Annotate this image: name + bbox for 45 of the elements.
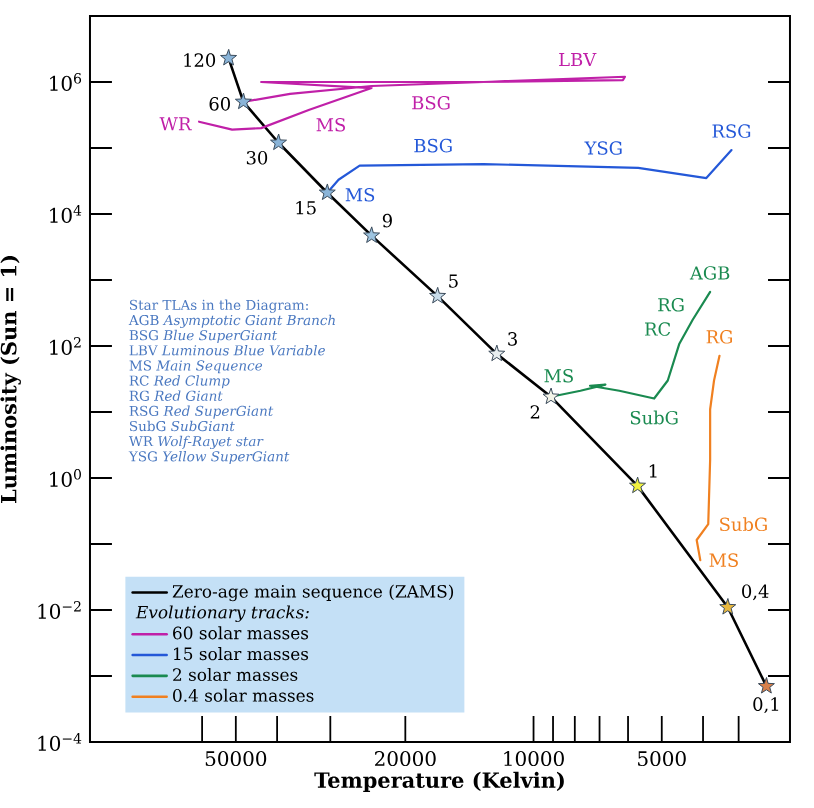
legend-label: Zero-age main sequence (ZAMS)	[172, 584, 454, 602]
annotation: SubG	[630, 410, 678, 425]
annotation: 5	[449, 274, 458, 288]
annotation: RG	[658, 297, 684, 312]
y-tick-label: 10$^{2}$	[50, 337, 81, 355]
y-tick-label: 10$^{6}$	[50, 73, 82, 91]
annotation: MS	[316, 117, 345, 132]
annotation: 120	[184, 53, 216, 67]
x-tick-label: 50000	[205, 751, 267, 767]
annotation: MS	[544, 368, 573, 383]
x-tick-label: 5000	[638, 751, 686, 767]
annotation: WR	[159, 117, 192, 131]
annotation: BSG	[414, 138, 452, 153]
annotation: 0,4	[742, 584, 769, 601]
y-tick-label: 10$^{0}$	[50, 469, 81, 487]
annotation: 3	[508, 332, 517, 346]
annotation: 15	[296, 200, 316, 215]
annotation: YSG	[584, 141, 622, 155]
y-tick-label: 10$^{−2}$	[38, 601, 81, 619]
annotation: 2	[530, 405, 540, 419]
annotation: RG	[706, 330, 732, 344]
annotation: 60	[209, 97, 230, 111]
annotation: MS	[709, 553, 738, 567]
legend-label: 60 solar masses	[173, 626, 309, 640]
annotation: 0,1	[753, 697, 779, 714]
annotation: RC	[645, 322, 671, 336]
annotation: AGB	[689, 266, 730, 280]
legend-label: 15 solar masses	[174, 647, 309, 661]
x-axis-title: Temperature (Kelvin)	[314, 771, 564, 793]
annotation: BSG	[412, 95, 450, 110]
legend-label: 0.4 solar masses	[173, 688, 314, 702]
x-tick-label: 10000	[504, 751, 564, 767]
y-tick-label: 10$^{4}$	[50, 205, 82, 223]
legend-title: Evolutionary tracks:	[135, 605, 309, 623]
annotation: SubG	[720, 517, 767, 532]
annotation: LBV	[559, 52, 597, 67]
annotation: 30	[246, 150, 268, 165]
annotation: 1	[649, 464, 657, 478]
annotation: 9	[382, 213, 392, 228]
x-tick-label: 20000	[374, 751, 436, 767]
annotation: MS	[345, 187, 375, 202]
legend-label: 2 solar masses	[173, 667, 298, 682]
annotation: RSG	[712, 124, 751, 138]
y-tick-label: 10$^{−4}$	[38, 733, 82, 751]
y-axis-title: Luminosity (Sun = 1)	[0, 256, 21, 504]
